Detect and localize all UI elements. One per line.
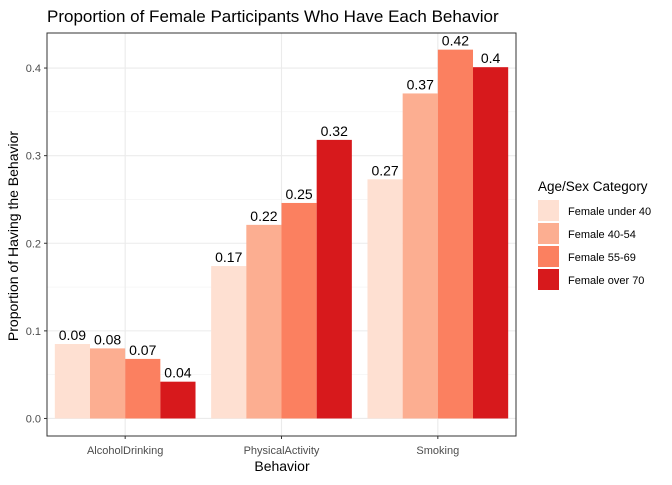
chart-title: Proportion of Female Participants Who Ha… (47, 7, 499, 26)
bar (211, 266, 247, 419)
bar (281, 202, 317, 419)
bar-value-label: 0.37 (407, 76, 434, 92)
bar-value-label: 0.07 (129, 342, 156, 358)
bar-labels: 0.09 0.08 0.07 0.04 0.17 0.22 0.25 0.32 0.27 0.37… (59, 33, 501, 381)
legend-swatch (538, 246, 559, 267)
legend-label: Female 55-69 (568, 252, 636, 264)
bar (246, 224, 282, 419)
bar (89, 348, 126, 419)
bar (316, 139, 352, 419)
bar (437, 49, 474, 419)
x-axis-label: Behavior (254, 458, 310, 474)
y-axis-label: Proportion of Having the Behavior (5, 131, 21, 341)
y-tick-label: 0.3 (26, 151, 41, 163)
legend-label: Female over 70 (568, 275, 644, 287)
y-axis-ticks: 0.0 0.1 0.2 0.3 0.4 (26, 63, 47, 425)
bar-value-label: 0.27 (371, 162, 398, 178)
y-tick-label: 0.2 (26, 238, 41, 250)
bar-value-label: 0.22 (250, 208, 277, 224)
bars (54, 49, 509, 419)
bar (367, 179, 403, 419)
y-tick-label: 0.1 (26, 326, 41, 338)
bar-value-label: 0.09 (59, 327, 86, 343)
x-axis-ticks: AlcoholDrinking PhysicalActivity Smoking (87, 436, 459, 457)
bar (125, 358, 161, 419)
legend-label: Female 40-54 (568, 229, 636, 241)
x-tick-label: AlcoholDrinking (87, 445, 163, 457)
y-tick-label: 0.4 (26, 63, 41, 75)
bar (160, 381, 196, 419)
legend-title: Age/Sex Category (538, 179, 648, 194)
y-tick-label: 0.0 (26, 413, 41, 425)
bar (473, 67, 509, 419)
legend-swatch (538, 223, 559, 244)
bar (54, 344, 90, 419)
bar-value-label: 0.08 (94, 331, 121, 347)
bar-value-label: 0.17 (215, 249, 242, 265)
legend: Age/Sex Category Female under 40 Female 4… (538, 179, 651, 290)
bar-value-label: 0.4 (481, 50, 501, 66)
legend-items: Female under 40 Female 40-54 Female 55-69 F… (538, 200, 651, 290)
bar (402, 93, 438, 419)
bar-value-label: 0.32 (321, 123, 348, 139)
legend-label: Female under 40 (568, 206, 651, 218)
x-tick-label: PhysicalActivity (244, 445, 320, 457)
legend-swatch (538, 200, 559, 221)
legend-swatch (538, 269, 559, 290)
bar-value-label: 0.42 (442, 33, 469, 49)
bar-value-label: 0.25 (285, 186, 312, 202)
x-tick-label: Smoking (416, 445, 459, 457)
bar-value-label: 0.04 (164, 365, 191, 381)
